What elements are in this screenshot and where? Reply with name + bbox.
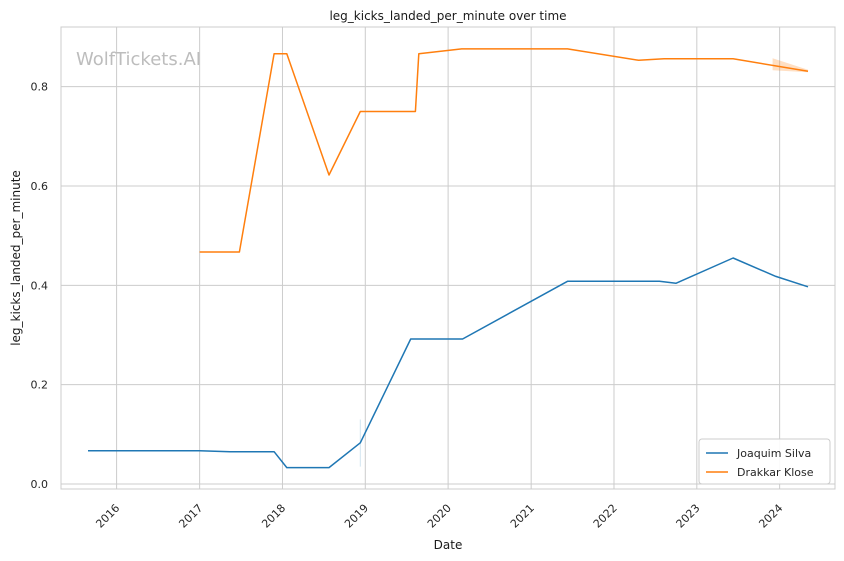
series-lines [88, 48, 809, 469]
series-line-joaquim-silva [88, 257, 809, 469]
y-tick-label-0.8: 0.8 [31, 81, 49, 94]
x-ticks: 2016 2017 2018 2019 2020 2021 2022 2023 2024 [93, 502, 785, 531]
x-tick-label-2018: 2018 [259, 502, 288, 531]
confidence-bands [359, 58, 808, 467]
x-tick-label-2022: 2022 [591, 502, 620, 531]
chart-title: leg_kicks_landed_per_minute over time [329, 9, 566, 23]
x-tick-label-2019: 2019 [342, 502, 371, 531]
x-tick-label-2016: 2016 [93, 502, 122, 531]
y-tick-label-0.0: 0.0 [31, 478, 49, 491]
x-axis-label: Date [434, 538, 463, 552]
plot-frame [60, 26, 836, 490]
legend-label-joaquim-silva: Joaquim Silva [736, 447, 811, 460]
x-tick-label-2021: 2021 [508, 502, 537, 531]
y-ticks: 0.0 0.2 0.4 0.6 0.8 [31, 81, 49, 491]
grid [61, 27, 835, 489]
y-tick-label-0.4: 0.4 [31, 279, 49, 292]
y-tick-label-0.6: 0.6 [31, 180, 49, 193]
legend-label-drakkar-klose: Drakkar Klose [737, 466, 814, 479]
band-drakkar-klose [772, 58, 808, 73]
x-tick-label-2024: 2024 [756, 502, 785, 531]
y-tick-label-0.2: 0.2 [31, 379, 49, 392]
x-tick-label-2020: 2020 [425, 502, 454, 531]
y-axis-label: leg_kicks_landed_per_minute [9, 170, 23, 346]
watermark: WolfTickets.AI [76, 49, 201, 70]
series-line-drakkar-klose [199, 48, 809, 253]
x-tick-label-2023: 2023 [674, 502, 703, 531]
legend-box [698, 438, 831, 485]
x-tick-label-2017: 2017 [176, 502, 205, 531]
legend: Joaquim Silva Drakkar Klose [698, 438, 831, 485]
